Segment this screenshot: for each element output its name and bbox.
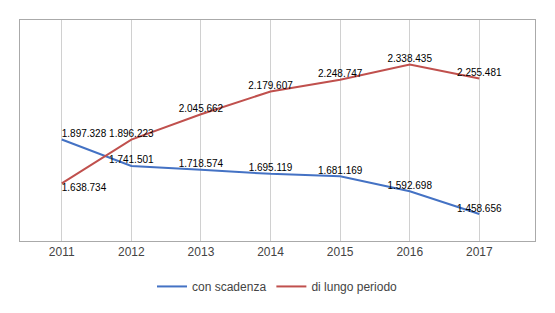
svg-text:1.695.119: 1.695.119 [249, 162, 293, 173]
svg-text:2012: 2012 [118, 245, 145, 259]
svg-text:2.248.747: 2.248.747 [318, 68, 363, 79]
svg-text:2017: 2017 [466, 245, 493, 259]
svg-text:1.458.656: 1.458.656 [457, 203, 502, 214]
svg-text:2014: 2014 [257, 245, 284, 259]
svg-text:1.896.223: 1.896.223 [109, 128, 154, 139]
svg-text:2.338.435: 2.338.435 [387, 53, 432, 64]
svg-text:di lungo periodo: di lungo periodo [311, 280, 397, 294]
svg-text:1.718.574: 1.718.574 [179, 158, 224, 169]
svg-text:2016: 2016 [396, 245, 423, 259]
svg-text:2.045.662: 2.045.662 [179, 103, 224, 114]
svg-text:2013: 2013 [188, 245, 215, 259]
svg-text:1.897.328: 1.897.328 [62, 128, 107, 139]
svg-text:con scadenza: con scadenza [192, 280, 266, 294]
svg-text:2011: 2011 [49, 245, 75, 259]
svg-text:1.592.698: 1.592.698 [387, 180, 432, 191]
svg-text:1.741.501: 1.741.501 [109, 154, 154, 165]
svg-text:1.638.734: 1.638.734 [62, 182, 107, 193]
svg-text:1.681.169: 1.681.169 [318, 165, 363, 176]
svg-text:2.179.607: 2.179.607 [248, 80, 293, 91]
svg-text:2.255.481: 2.255.481 [457, 67, 502, 78]
svg-text:2015: 2015 [327, 245, 354, 259]
